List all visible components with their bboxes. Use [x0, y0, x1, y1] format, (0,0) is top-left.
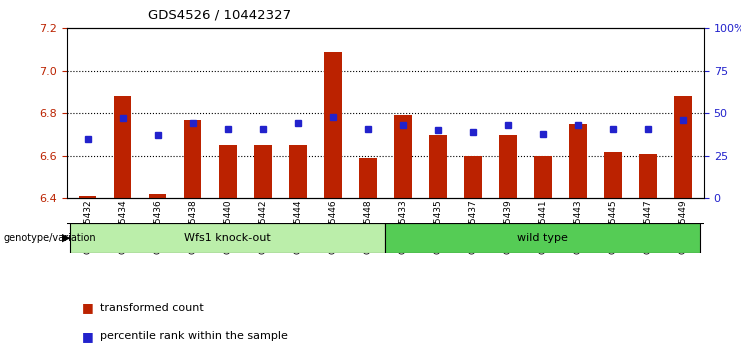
Bar — [429, 135, 447, 198]
Bar — [114, 96, 131, 198]
Bar — [499, 135, 516, 198]
Bar — [289, 145, 307, 198]
Text: genotype/variation: genotype/variation — [4, 233, 96, 243]
Bar — [254, 145, 271, 198]
Text: percentile rank within the sample: percentile rank within the sample — [100, 331, 288, 341]
Bar — [569, 124, 587, 198]
Bar — [149, 194, 167, 198]
Bar — [324, 52, 342, 198]
Bar — [79, 196, 96, 198]
Text: Wfs1 knock-out: Wfs1 knock-out — [185, 233, 271, 243]
Bar — [674, 96, 691, 198]
Bar — [464, 156, 482, 198]
Bar — [639, 154, 657, 198]
Text: ■: ■ — [82, 330, 93, 343]
Bar — [534, 156, 551, 198]
Text: ▶: ▶ — [62, 233, 70, 243]
Bar — [394, 115, 411, 198]
Text: transformed count: transformed count — [100, 303, 204, 313]
Bar — [219, 145, 236, 198]
Bar — [385, 223, 700, 253]
Text: ■: ■ — [82, 302, 93, 314]
Text: GDS4526 / 10442327: GDS4526 / 10442327 — [148, 9, 291, 22]
Bar — [359, 158, 376, 198]
Bar — [184, 120, 202, 198]
Text: wild type: wild type — [517, 233, 568, 243]
Bar — [70, 223, 385, 253]
Bar — [604, 152, 622, 198]
